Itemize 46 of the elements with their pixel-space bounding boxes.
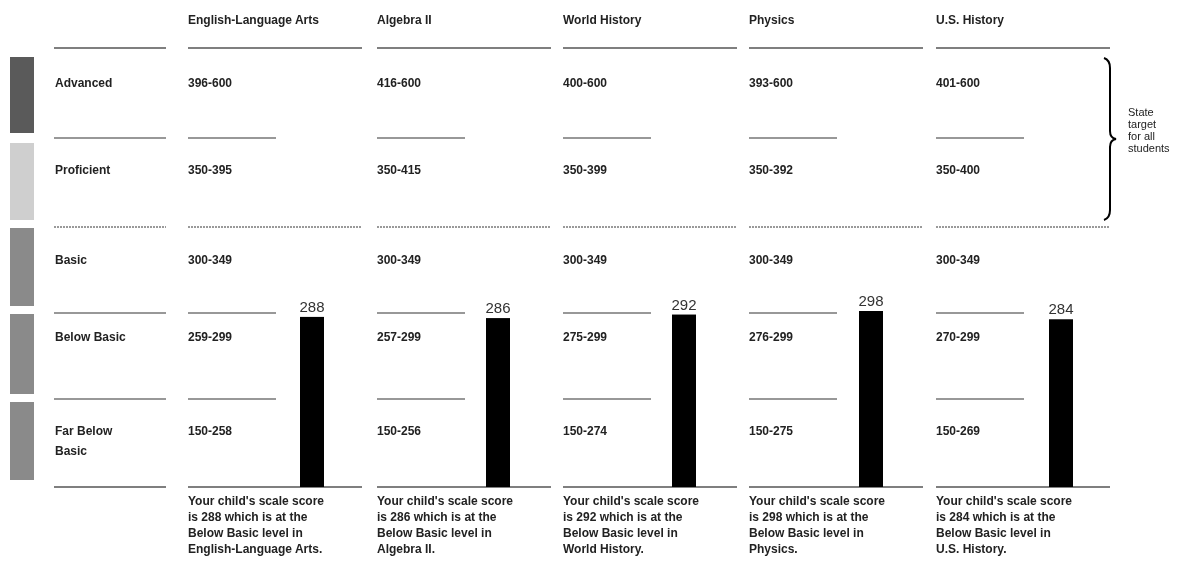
data-label: 298 [858, 292, 884, 309]
text: 401-600 [936, 76, 981, 90]
text: 350-415 [377, 163, 422, 177]
text: 400-600 [563, 76, 608, 90]
text: Advanced [55, 76, 113, 90]
text: 350-399 [563, 163, 608, 177]
text: 300-349 [563, 253, 608, 267]
annotation: 257-299 [377, 330, 422, 344]
x-tick-label: Physics [749, 13, 795, 27]
text: 300-349 [377, 253, 422, 267]
text: 300-349 [749, 253, 794, 267]
annotation: 150-275 [749, 424, 794, 438]
text: Your child's scale score is 286 which is at the Below Basic level in Algebra II. [377, 494, 514, 556]
text: Your child's scale score is 288 which is at the Below Basic level in English-Language Arts. [188, 494, 325, 556]
text: Your child's scale score is 298 which is at the Below Basic level in Physics. [749, 494, 886, 556]
annotation: 150-269 [936, 424, 981, 438]
x-tick-label: Algebra II [377, 13, 432, 27]
text: 350-400 [936, 163, 981, 177]
annotation: 259-299 [188, 330, 233, 344]
annotation: 270-299 [936, 330, 981, 344]
annotation: 275-299 [563, 330, 608, 344]
text: 350-395 [188, 163, 233, 177]
data-label: 292 [671, 295, 697, 313]
annotation: 150-258 [188, 424, 233, 438]
text: Proficient [55, 163, 111, 177]
text: 300-349 [936, 253, 981, 267]
annotation: 150-274 [563, 424, 608, 438]
text: 393-600 [749, 76, 794, 90]
text: Far Below Basic [55, 424, 114, 458]
text: Your child's scale score is 292 which is at the Below Basic level in World History. [563, 494, 700, 556]
x-tick-label: U.S. History [936, 13, 1005, 27]
text: Below Basic [55, 330, 127, 344]
text: 416-600 [377, 76, 422, 90]
text: Your child's scale score is 284 which is at the Below Basic level in U.S. History. [936, 494, 1073, 556]
annotation: 276-299 [749, 330, 794, 344]
data-label: 288 [299, 297, 325, 315]
data-label: 286 [485, 299, 511, 317]
annotation: 150-256 [377, 424, 422, 438]
text: Basic [55, 253, 88, 267]
text: 350-392 [749, 163, 794, 177]
data-label: 284 [1048, 300, 1074, 318]
text: 300-349 [188, 253, 233, 267]
text: State target for all students [1128, 106, 1171, 154]
x-tick-label: World History [563, 13, 642, 27]
text: 396-600 [188, 76, 233, 90]
x-tick-label: English-Language Arts [188, 13, 320, 27]
